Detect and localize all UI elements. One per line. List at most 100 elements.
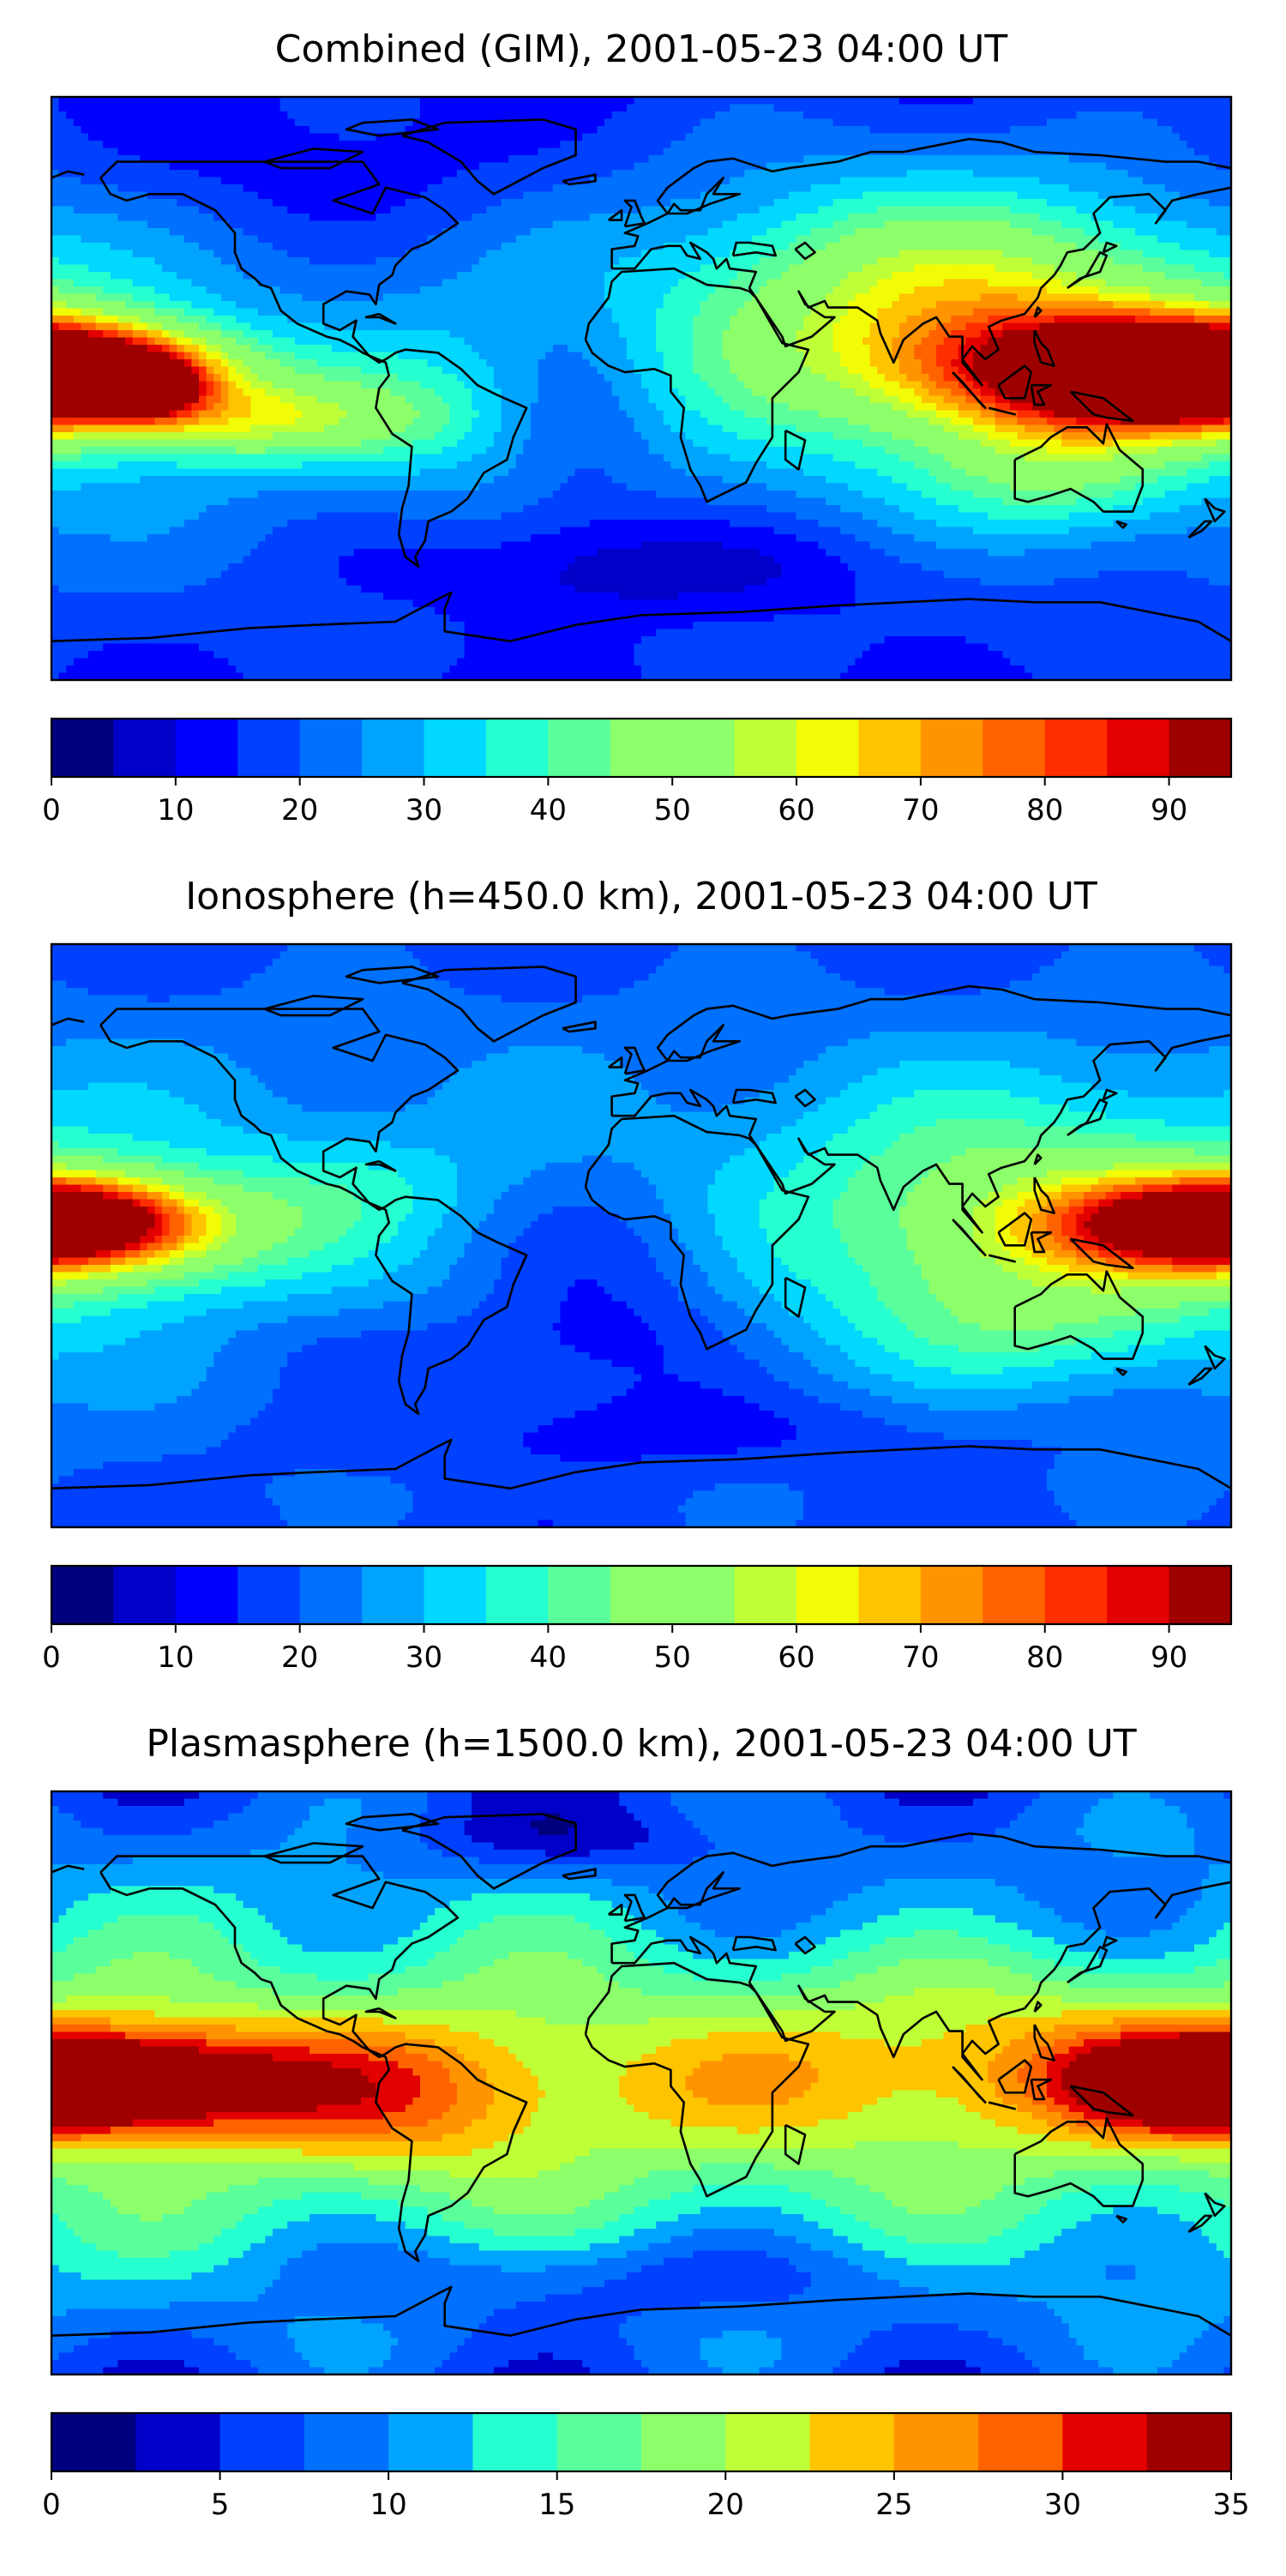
field-cell [995, 177, 1003, 185]
field-cell [869, 118, 878, 127]
field-cell [663, 141, 671, 149]
field-cell [331, 264, 340, 273]
field-cell [1076, 264, 1085, 273]
field-cell [707, 147, 716, 156]
field-cell [88, 191, 97, 200]
field-cell [501, 264, 509, 273]
field-cell [339, 147, 347, 156]
field-cell [331, 97, 340, 105]
field-cell [508, 184, 517, 193]
field-cell [1010, 147, 1019, 156]
field-cell [958, 147, 966, 156]
field-cell [1216, 301, 1224, 310]
field-cell [1025, 199, 1033, 208]
field-cell [494, 272, 502, 280]
field-cell [906, 141, 915, 149]
field-cell [398, 220, 406, 229]
field-cell [1187, 272, 1195, 280]
field-cell [545, 228, 554, 237]
field-cell [1039, 220, 1048, 229]
field-cell [51, 301, 60, 310]
field-cell [766, 162, 775, 171]
field-cell [1039, 118, 1048, 127]
field-cell [965, 286, 974, 295]
field-cell [1216, 272, 1224, 280]
field-cell [781, 199, 790, 208]
field-cell [464, 250, 472, 258]
field-cell [574, 118, 583, 127]
field-cell [1187, 316, 1195, 324]
field-cell [862, 118, 871, 127]
field-cell [965, 316, 974, 324]
field-cell [51, 155, 60, 164]
field-cell [796, 308, 804, 316]
field-cell [125, 206, 134, 214]
field-cell [1172, 126, 1181, 135]
field-cell [789, 155, 797, 164]
field-cell [66, 177, 75, 185]
field-cell [353, 243, 362, 251]
field-cell [766, 199, 775, 208]
field-cell [626, 199, 634, 208]
field-cell [943, 155, 952, 164]
field-cell [818, 272, 826, 280]
field-cell [316, 147, 325, 156]
field-cell [169, 243, 177, 251]
field-cell [361, 250, 370, 258]
field-cell [442, 184, 450, 193]
field-cell [412, 170, 421, 178]
field-cell [420, 308, 429, 316]
field-cell [1002, 250, 1011, 258]
field-cell [1157, 199, 1166, 208]
field-cell [169, 97, 177, 105]
field-cell [346, 141, 355, 149]
field-cell [494, 170, 502, 178]
field-cell [257, 286, 266, 295]
field-cell [58, 147, 67, 156]
field-cell [412, 133, 421, 141]
field-cell [626, 214, 634, 222]
field-cell [626, 301, 634, 310]
field-cell [736, 206, 745, 214]
field-cell [1105, 293, 1114, 302]
field-cell [611, 126, 620, 135]
field-cell [1121, 184, 1129, 193]
field-cell [449, 264, 458, 273]
field-cell [914, 199, 922, 208]
field-cell [847, 257, 856, 266]
field-cell [796, 141, 804, 149]
field-cell [545, 141, 554, 149]
field-cell [1164, 177, 1173, 185]
field-cell [316, 257, 325, 266]
field-cell [213, 257, 222, 266]
field-cell [191, 104, 200, 112]
field-cell [700, 272, 708, 280]
field-cell [670, 257, 679, 266]
field-cell [1017, 250, 1025, 258]
field-cell [1017, 155, 1025, 164]
field-cell [309, 293, 318, 302]
field-cell [1061, 316, 1070, 324]
field-cell [442, 264, 450, 273]
field-cell [1047, 316, 1055, 324]
field-cell [1179, 272, 1187, 280]
field-cell [412, 104, 421, 112]
field-cell [177, 118, 185, 127]
field-cell [832, 97, 841, 105]
field-cell [626, 286, 634, 295]
field-cell [1054, 228, 1062, 237]
field-cell [1179, 286, 1187, 295]
field-cell [1172, 214, 1181, 222]
field-cell [273, 228, 281, 237]
field-cell [1150, 293, 1158, 302]
field-cell [154, 257, 163, 266]
field-cell [169, 279, 177, 287]
field-cell [199, 141, 207, 149]
field-cell [183, 191, 192, 200]
field-cell [1216, 293, 1224, 302]
field-cell [324, 126, 333, 135]
field-cell [478, 162, 487, 171]
field-cell [730, 177, 738, 185]
field-cell [980, 118, 989, 127]
field-cell [936, 104, 945, 112]
